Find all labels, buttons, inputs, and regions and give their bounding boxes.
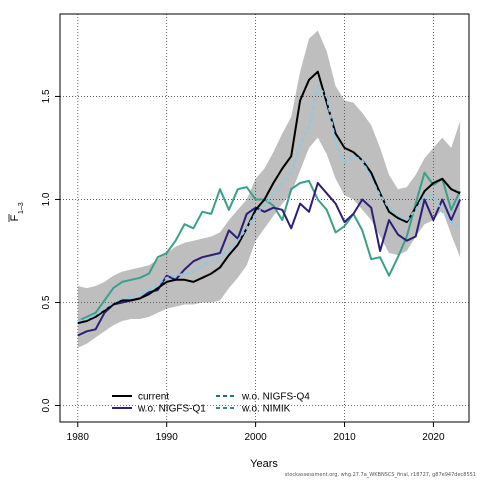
x-tick-label: 1990	[156, 432, 179, 443]
y-axis: 0.0 0.5 1.0 1.5	[41, 89, 60, 412]
y-axis-label: F 1–3	[8, 202, 25, 222]
y-tick-label: 0.0	[41, 398, 52, 412]
x-tick-label: 2020	[422, 432, 445, 443]
x-tick-label: 2000	[244, 432, 267, 443]
legend-label: current	[138, 392, 169, 403]
series-line	[77, 85, 461, 322]
legend-label: w.o. NIGFS-Q1	[137, 404, 206, 415]
legend-label: w.o. NIGFS-Q4	[241, 392, 310, 403]
legend-label: w.o. NIMIK	[241, 404, 291, 415]
x-axis-label: Years	[250, 458, 278, 470]
plot-frame	[59, 13, 470, 423]
footer-note: stockassessment.org, whg.27.7a_WKBNSCS_f…	[284, 472, 476, 478]
y-tick-label: 0.5	[41, 295, 52, 309]
series-line	[77, 171, 462, 322]
x-axis: 1980 1990 2000 2010 2020	[67, 422, 445, 443]
x-tick-label: 2010	[333, 432, 356, 443]
y-tick-label: 1.0	[41, 192, 52, 206]
y-axis-label-sub: 1–3	[18, 202, 25, 214]
series-line	[77, 70, 461, 325]
y-axis-label-main: F	[9, 214, 21, 221]
x-tick-label: 1980	[67, 432, 90, 443]
series-layer	[77, 70, 462, 337]
y-tick-label: 1.5	[41, 89, 52, 103]
